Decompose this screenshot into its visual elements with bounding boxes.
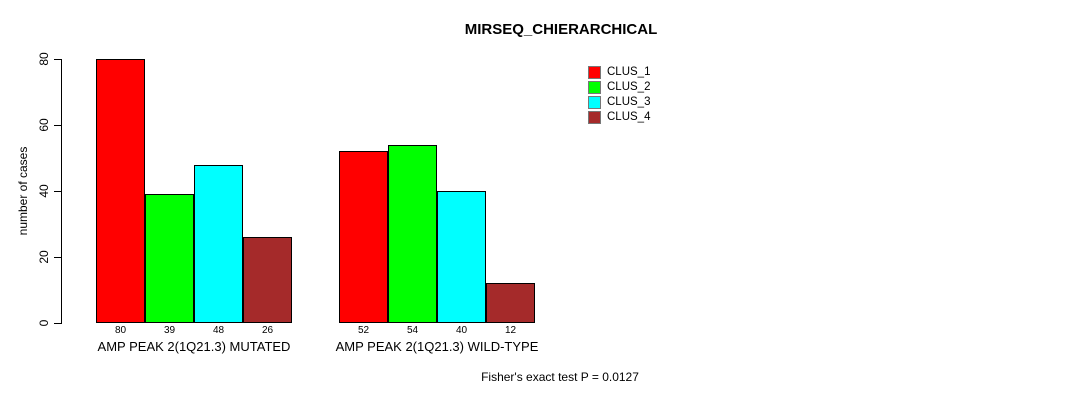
legend-swatch-icon — [588, 66, 601, 79]
legend-swatch-icon — [588, 96, 601, 109]
y-tick-mark — [54, 125, 61, 126]
bar-clus_2-group2 — [388, 144, 437, 323]
annotation-fisher-test: Fisher's exact test P = 0.0127 — [481, 370, 639, 384]
legend-label: CLUS_2 — [607, 81, 651, 93]
bar-clus_4-group2 — [486, 283, 535, 323]
y-tick-label: 80 — [37, 52, 51, 66]
legend-label: CLUS_4 — [607, 111, 651, 123]
legend-swatch-icon — [588, 111, 601, 124]
y-tick-mark — [54, 191, 61, 192]
legend-item-clus_3: CLUS_3 — [588, 96, 650, 109]
bar-clus_3-group1 — [194, 164, 243, 323]
bar-clus_2-group1 — [145, 194, 194, 323]
y-tick-mark — [54, 257, 61, 258]
legend-label: CLUS_1 — [607, 66, 651, 78]
bar-clus_3-group2 — [437, 191, 486, 323]
chart-title: MIRSEQ_CHIERARCHICAL — [464, 21, 658, 38]
legend-item-clus_1: CLUS_1 — [588, 66, 650, 79]
y-tick-mark — [54, 59, 61, 60]
y-tick-label: 20 — [37, 250, 51, 264]
bar-value-label: 39 — [163, 325, 176, 336]
bar-value-label: 12 — [504, 325, 517, 336]
y-tick-mark — [54, 323, 61, 324]
legend-item-clus_2: CLUS_2 — [588, 81, 650, 94]
legend-item-clus_4: CLUS_4 — [588, 111, 650, 124]
bar-value-label: 80 — [114, 325, 127, 336]
bar-value-label: 40 — [455, 325, 468, 336]
y-axis-label: number of cases — [16, 146, 30, 236]
x-category-label: AMP PEAK 2(1Q21.3) MUTATED — [97, 339, 291, 354]
bar-value-label: 26 — [261, 325, 274, 336]
y-tick-label: 0 — [37, 319, 51, 327]
bar-clus_1-group2 — [339, 151, 388, 323]
bar-value-label: 54 — [406, 325, 419, 336]
y-tick-label: 40 — [37, 184, 51, 198]
legend-label: CLUS_3 — [607, 96, 651, 108]
y-axis-line — [61, 59, 62, 324]
bar-value-label: 52 — [357, 325, 370, 336]
legend-swatch-icon — [588, 81, 601, 94]
bar-value-label: 48 — [212, 325, 225, 336]
legend: CLUS_1 CLUS_2 CLUS_3 CLUS_4 — [588, 66, 650, 124]
y-tick-label: 60 — [37, 118, 51, 132]
x-category-label: AMP PEAK 2(1Q21.3) WILD-TYPE — [335, 339, 539, 354]
bar-clus_1-group1 — [96, 59, 145, 323]
bar-clus_4-group1 — [243, 237, 292, 323]
